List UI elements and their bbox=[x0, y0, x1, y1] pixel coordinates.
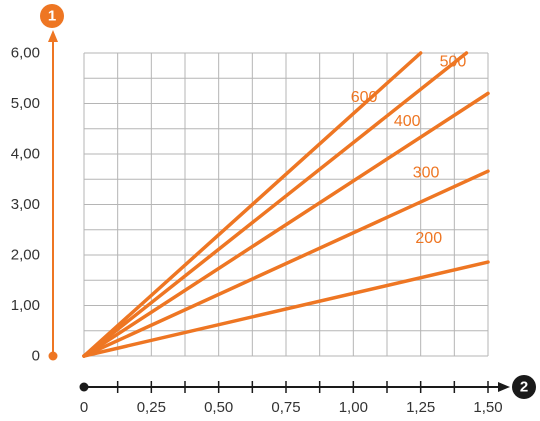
y-axis-arrow-icon bbox=[48, 30, 58, 42]
x-tick-label: 1,25 bbox=[406, 399, 435, 416]
x-axis-origin-dot bbox=[79, 382, 89, 392]
x-tick-label: 0,75 bbox=[271, 399, 300, 416]
series-line-300 bbox=[82, 169, 490, 358]
y-axis-marker-circle bbox=[40, 4, 64, 28]
series-label-300: 300 bbox=[413, 165, 440, 182]
x-tick-label: 0 bbox=[80, 399, 88, 416]
y-tick-label: 1,00 bbox=[11, 297, 40, 314]
series-label-400: 400 bbox=[394, 113, 421, 130]
y-tick-label: 4,00 bbox=[11, 146, 40, 163]
x-tick-label: 1,50 bbox=[473, 399, 502, 416]
x-axis-arrow-icon bbox=[498, 382, 510, 392]
y-tick-label: 6,00 bbox=[11, 45, 40, 62]
x-axis-marker-circle bbox=[512, 375, 536, 399]
series-lines bbox=[82, 51, 490, 358]
series-labels: 200 300 400 500 600 bbox=[351, 54, 467, 247]
y-axis-origin-dot bbox=[48, 351, 58, 361]
y-axis-marker-badge: 1 bbox=[40, 4, 64, 28]
y-axis-marker-label: 1 bbox=[48, 8, 56, 25]
axes bbox=[48, 30, 510, 393]
y-tick-label: 5,00 bbox=[11, 95, 40, 112]
x-tick-label: 0,50 bbox=[204, 399, 233, 416]
series-label-500: 500 bbox=[440, 54, 467, 71]
series-label-200: 200 bbox=[415, 230, 442, 247]
y-tick-label: 3,00 bbox=[11, 196, 40, 213]
x-tick-labels: 0 0,25 0,50 0,75 1,00 1,25 1,50 bbox=[80, 399, 503, 416]
x-axis-marker-label: 2 bbox=[520, 379, 528, 396]
series-line-500 bbox=[82, 51, 469, 358]
x-axis-marker-badge: 2 bbox=[512, 375, 536, 399]
series-line-200 bbox=[82, 260, 490, 358]
series-line-400 bbox=[82, 91, 490, 358]
series-label-600: 600 bbox=[351, 89, 378, 106]
grid bbox=[83, 52, 489, 357]
x-tick-label: 1,00 bbox=[339, 399, 368, 416]
y-tick-label: 2,00 bbox=[11, 247, 40, 264]
series-line-600 bbox=[82, 51, 423, 358]
x-tick-label: 0,25 bbox=[137, 399, 166, 416]
y-tick-labels: 0 1,00 2,00 3,00 4,00 5,00 6,00 bbox=[11, 45, 40, 365]
x-axis-ticks bbox=[116, 381, 489, 393]
y-tick-label: 0 bbox=[32, 348, 40, 365]
